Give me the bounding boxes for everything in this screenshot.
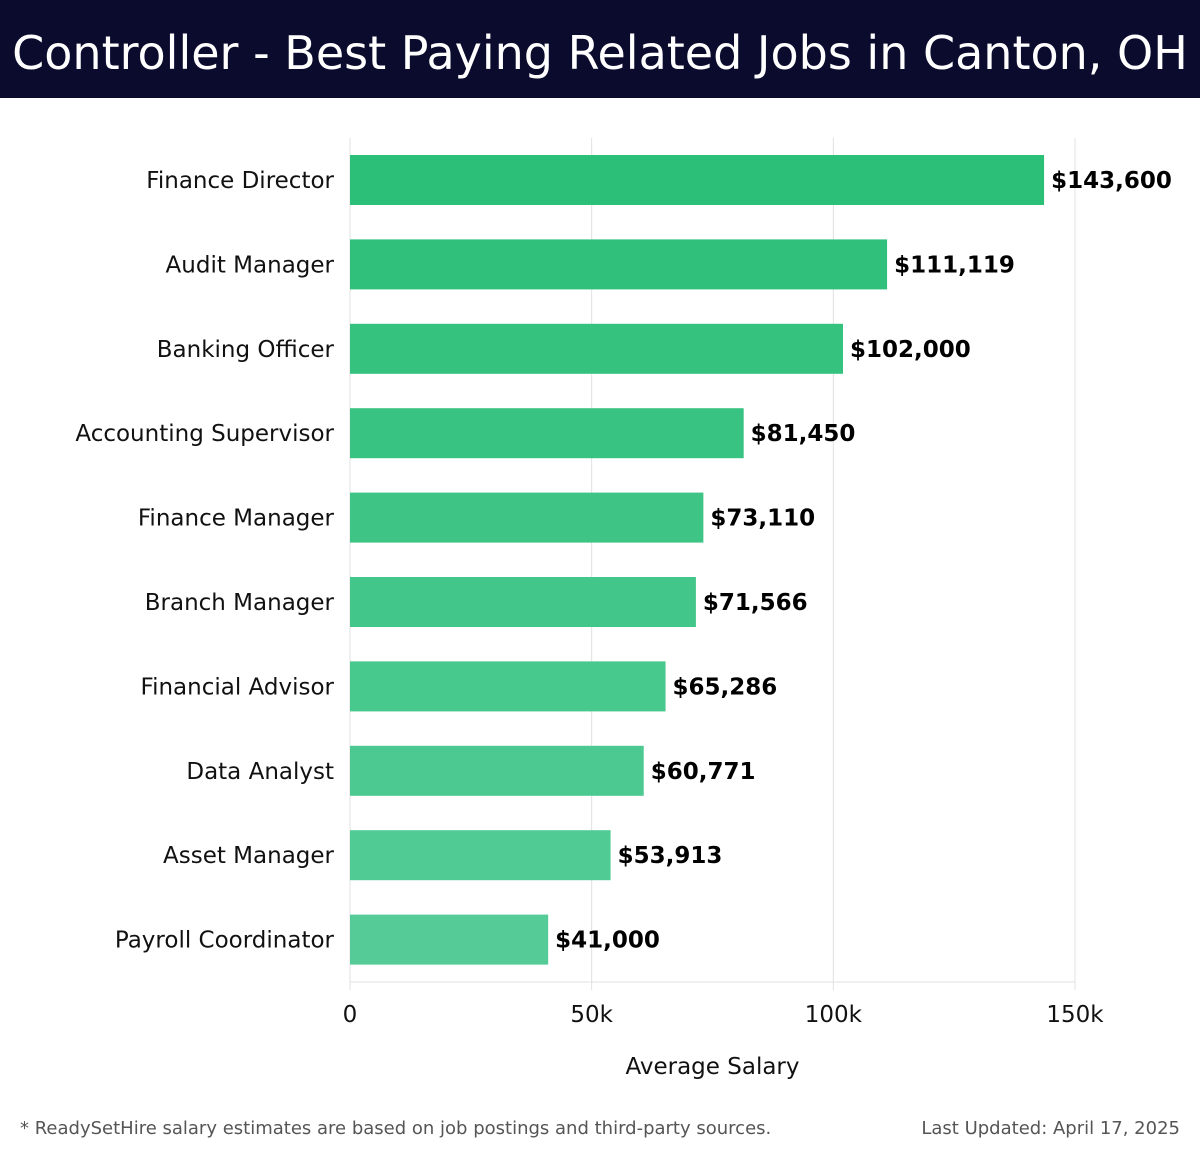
- footnote: * ReadySetHire salary estimates are base…: [20, 1118, 772, 1139]
- value-label: $41,000: [555, 928, 660, 954]
- x-axis-title: Average Salary: [625, 1054, 799, 1080]
- category-label: Financial Advisor: [141, 674, 335, 700]
- page-title: Controller - Best Paying Related Jobs in…: [12, 26, 1188, 80]
- bar: [350, 577, 696, 627]
- title-bar: Controller - Best Paying Related Jobs in…: [0, 0, 1200, 98]
- x-tick-label: 0: [343, 1002, 358, 1028]
- value-label: $102,000: [850, 337, 971, 363]
- value-label: $65,286: [673, 674, 778, 700]
- value-label: $73,110: [710, 506, 815, 532]
- x-tick-label: 100k: [805, 1002, 863, 1028]
- value-label: $143,600: [1051, 168, 1172, 194]
- bar: [350, 239, 888, 290]
- bar: [350, 323, 843, 374]
- category-label: Accounting Supervisor: [75, 421, 334, 447]
- category-label: Data Analyst: [186, 759, 334, 785]
- category-label: Finance Manager: [138, 506, 335, 532]
- last-updated: Last Updated: April 17, 2025: [921, 1118, 1180, 1139]
- category-label: Branch Manager: [145, 590, 335, 616]
- category-label: Finance Director: [146, 168, 334, 194]
- value-label: $81,450: [751, 421, 856, 447]
- bar: [350, 914, 549, 965]
- x-tick-label: 50k: [570, 1002, 613, 1028]
- bar: [350, 745, 644, 796]
- bar: [350, 155, 1045, 205]
- bar: [350, 661, 666, 712]
- category-label: Payroll Coordinator: [115, 928, 335, 954]
- value-label: $53,913: [618, 843, 723, 869]
- x-tick-label: 150k: [1046, 1002, 1104, 1028]
- value-label: $111,119: [894, 252, 1015, 278]
- salary-bar-chart: Finance Director $143,600 Audit Manager $11…: [75, 138, 1172, 1080]
- category-label: Asset Manager: [163, 843, 335, 869]
- category-label: Audit Manager: [166, 252, 335, 278]
- bar: [350, 830, 611, 881]
- value-label: $60,771: [651, 759, 756, 785]
- category-label: Banking Officer: [157, 337, 335, 363]
- value-label: $71,566: [703, 590, 808, 616]
- bar: [350, 408, 744, 459]
- bar: [350, 492, 704, 543]
